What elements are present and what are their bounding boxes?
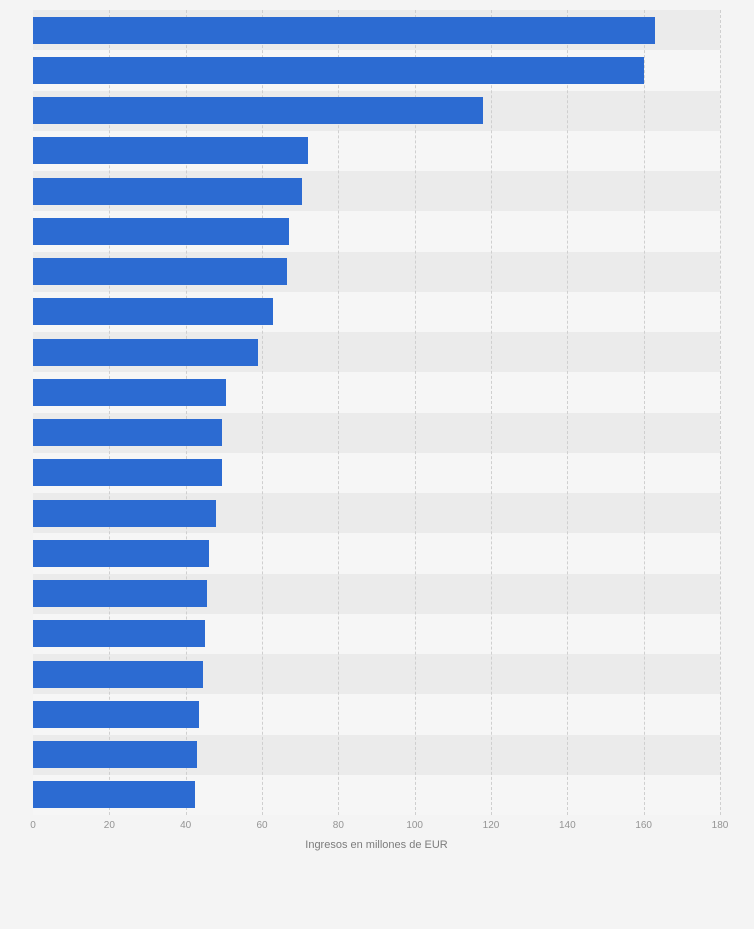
bar-row <box>33 694 720 735</box>
bar-row <box>33 332 720 373</box>
bar[interactable] <box>33 499 217 527</box>
bar[interactable] <box>33 217 289 245</box>
bar[interactable] <box>33 459 222 487</box>
bar-row <box>33 372 720 413</box>
x-tick-label: 160 <box>635 820 652 831</box>
bar-row <box>33 613 720 654</box>
bar-row <box>33 493 720 534</box>
bar-row <box>33 130 720 171</box>
x-tick-label: 180 <box>711 820 729 831</box>
bar[interactable] <box>33 56 644 84</box>
bar-row <box>33 573 720 614</box>
bar-row <box>33 50 720 91</box>
bar-row <box>33 774 720 815</box>
bar-row <box>33 533 720 574</box>
gridline <box>720 10 721 815</box>
x-tick-label: 100 <box>406 820 423 831</box>
bar-rows <box>33 10 720 815</box>
bar-row <box>33 412 720 453</box>
x-tick-label: 120 <box>482 820 500 831</box>
bar[interactable] <box>33 298 274 326</box>
x-axis: 0 20 40 60 80 100 120 140 160 180 <box>30 820 728 834</box>
bar[interactable] <box>33 419 222 447</box>
x-tick-label: 0 <box>30 820 36 831</box>
bar[interactable] <box>33 580 207 608</box>
bar[interactable] <box>33 97 484 125</box>
bar-row <box>33 291 720 332</box>
bar-row <box>33 171 720 212</box>
plot-area <box>33 10 721 815</box>
bar[interactable] <box>33 781 196 809</box>
x-tick-label: 40 <box>180 820 192 831</box>
bar[interactable] <box>33 539 209 567</box>
bar-row <box>33 90 720 131</box>
bar-row <box>33 734 720 775</box>
bar[interactable] <box>33 741 198 769</box>
bar[interactable] <box>33 338 259 366</box>
x-axis-title: Ingresos en millones de EUR <box>305 839 448 851</box>
bar[interactable] <box>33 378 226 406</box>
bar-row <box>33 211 720 252</box>
bar-row <box>33 654 720 695</box>
x-tick-label: 20 <box>103 820 115 831</box>
x-tick-label: 80 <box>332 820 344 831</box>
bar-row <box>33 452 720 493</box>
x-tick-label: 140 <box>558 820 576 831</box>
bar[interactable] <box>33 16 656 44</box>
bar[interactable] <box>33 137 308 165</box>
bar[interactable] <box>33 700 200 728</box>
bar-row <box>33 251 720 292</box>
bar[interactable] <box>33 177 303 205</box>
bar[interactable] <box>33 660 203 688</box>
bar[interactable] <box>33 258 287 286</box>
x-tick-label: 60 <box>256 820 268 831</box>
bar[interactable] <box>33 620 205 648</box>
bar-row <box>33 10 720 51</box>
